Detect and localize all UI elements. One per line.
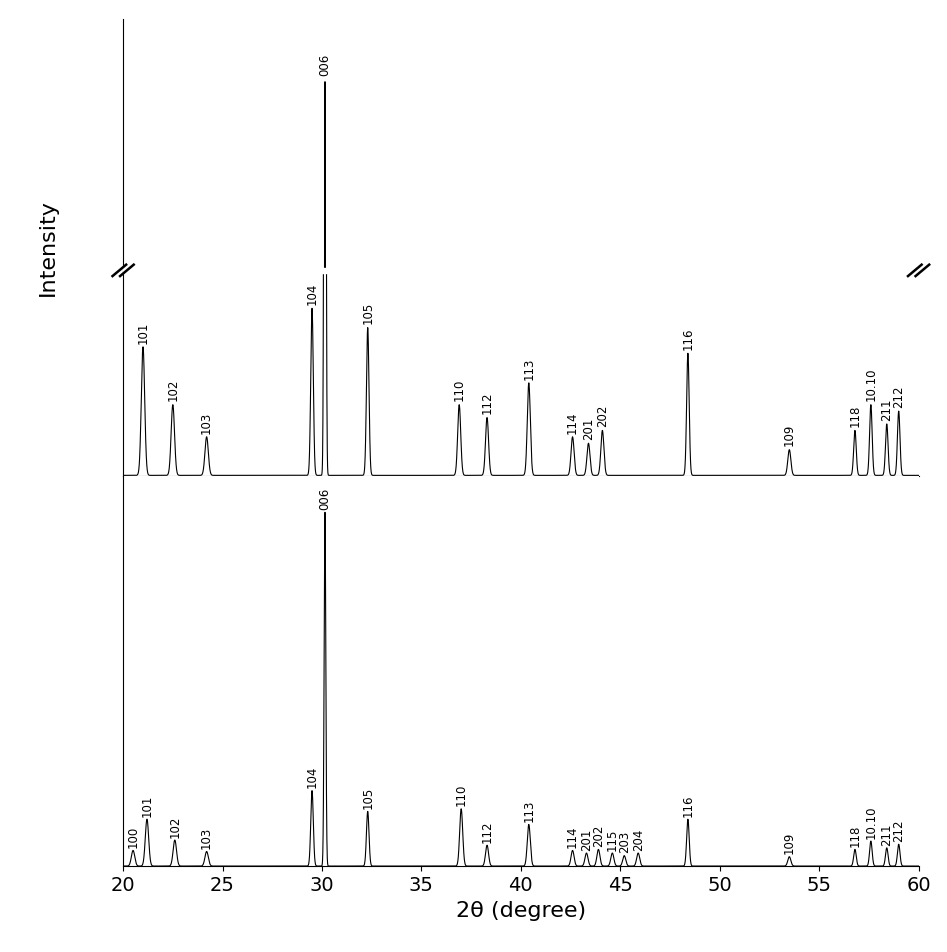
Text: 115: 115 [606,828,618,851]
Text: Intensity: Intensity [38,199,58,296]
Text: 116: 116 [682,327,694,350]
Text: 102: 102 [167,379,179,402]
Text: 006: 006 [318,487,331,510]
Text: 110: 110 [453,379,466,402]
Text: 103: 103 [200,827,213,849]
Text: 109: 109 [783,832,795,854]
Text: 118: 118 [849,824,862,847]
Text: 116: 116 [682,794,694,817]
Text: 104: 104 [306,765,318,788]
Text: 110: 110 [455,784,468,806]
Text: 118: 118 [849,405,862,427]
Text: 203: 203 [617,831,631,853]
Text: 201: 201 [580,828,593,851]
Text: 204: 204 [632,828,645,851]
Text: 105: 105 [361,302,374,325]
Text: 104: 104 [306,283,318,305]
Text: 105: 105 [361,786,374,809]
Text: 112: 112 [480,821,493,843]
Text: 006: 006 [318,53,331,75]
Text: 113: 113 [523,800,535,823]
Text: 211: 211 [881,398,893,421]
Text: 211: 211 [881,823,893,845]
Text: 109: 109 [783,424,795,446]
Text: 201: 201 [582,418,595,440]
Text: 114: 114 [566,825,579,848]
Text: 212: 212 [892,820,905,842]
Text: 202: 202 [596,405,609,427]
Text: 100: 100 [127,825,139,848]
Text: 102: 102 [169,815,181,838]
Text: 103: 103 [200,411,213,433]
Text: 101: 101 [140,795,153,817]
Text: 101: 101 [136,321,150,344]
Text: 10.10: 10.10 [865,368,877,402]
Text: 212: 212 [892,386,905,407]
X-axis label: 2θ (degree): 2θ (degree) [456,901,586,921]
Text: 114: 114 [566,411,579,433]
Text: 10.10: 10.10 [865,805,877,839]
Text: 202: 202 [592,824,605,847]
Text: 113: 113 [523,357,535,380]
Text: 112: 112 [480,392,493,414]
